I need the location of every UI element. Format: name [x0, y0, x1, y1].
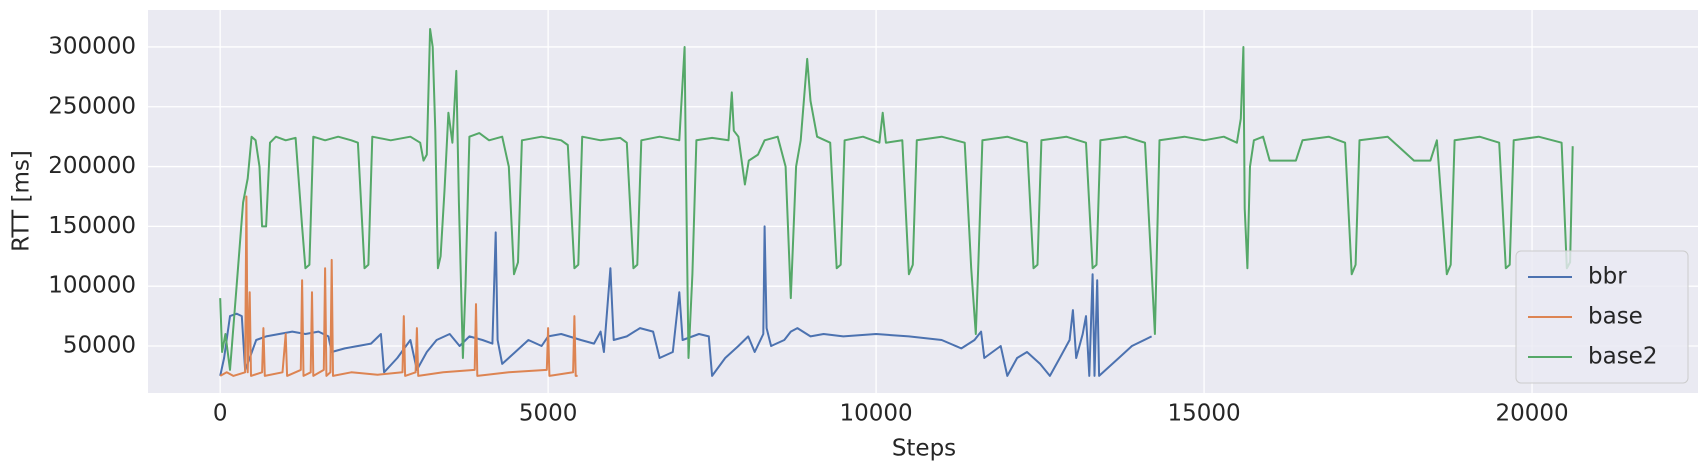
y-axis-label: RTT [ms]: [9, 150, 35, 252]
legend-label: base2: [1588, 344, 1657, 370]
x-tick-label: 10000: [840, 401, 913, 427]
x-tick-label: 20000: [1495, 401, 1568, 427]
legend-label: base: [1588, 304, 1643, 330]
series-line: [219, 195, 578, 377]
y-tick-label: 50000: [63, 332, 136, 358]
legend-box: [1515, 250, 1689, 384]
series-line: [219, 225, 1153, 377]
x-tick-label: 0: [213, 401, 228, 427]
plot-area: [148, 10, 1698, 393]
legend-label: bbr: [1588, 264, 1627, 290]
y-tick-label: 300000: [48, 33, 136, 59]
lines: [219, 28, 1574, 377]
y-tick-label: 250000: [48, 93, 136, 119]
series-line: [219, 28, 1574, 371]
x-tick-label: 5000: [519, 401, 578, 427]
x-axis-label: Steps: [892, 436, 956, 462]
y-tick-label: 150000: [48, 213, 136, 239]
legend: bbr base base2: [1515, 250, 1689, 384]
x-tick-label: 15000: [1167, 401, 1240, 427]
y-tick-label: 100000: [48, 273, 136, 299]
y-tick-label: 200000: [48, 153, 136, 179]
